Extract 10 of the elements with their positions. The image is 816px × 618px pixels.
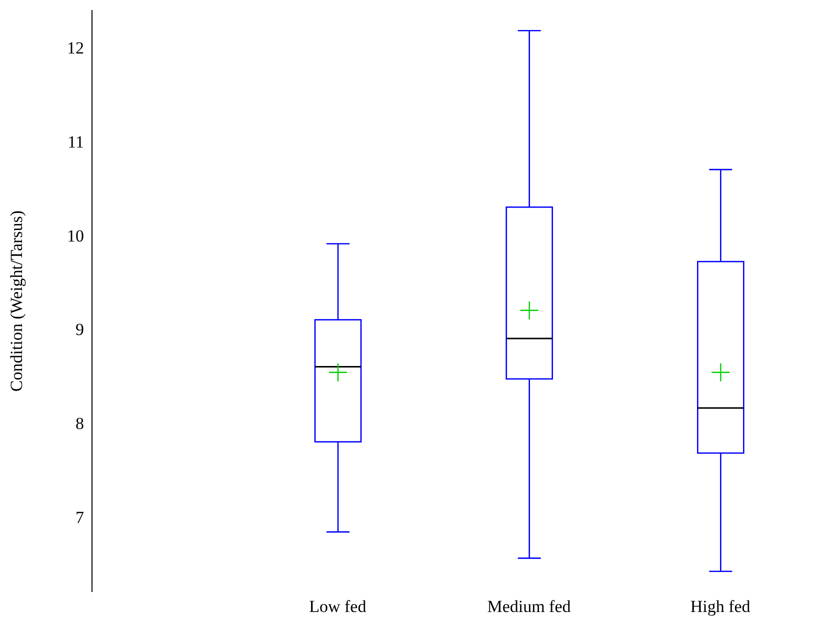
x-tick-label: High fed [690, 597, 751, 616]
y-tick-label: 9 [76, 320, 84, 340]
y-tick-label: 10 [67, 226, 84, 246]
y-tick-label: 8 [76, 414, 84, 434]
y-axis-title: Condition (Weight/Tarsus) [7, 210, 26, 392]
y-tick-label: 11 [68, 132, 84, 152]
y-tick-label: 7 [76, 508, 84, 527]
x-tick-label: Low fed [309, 597, 367, 616]
y-tick-label: 12 [67, 38, 84, 58]
x-tick-label: Medium fed [487, 597, 572, 616]
